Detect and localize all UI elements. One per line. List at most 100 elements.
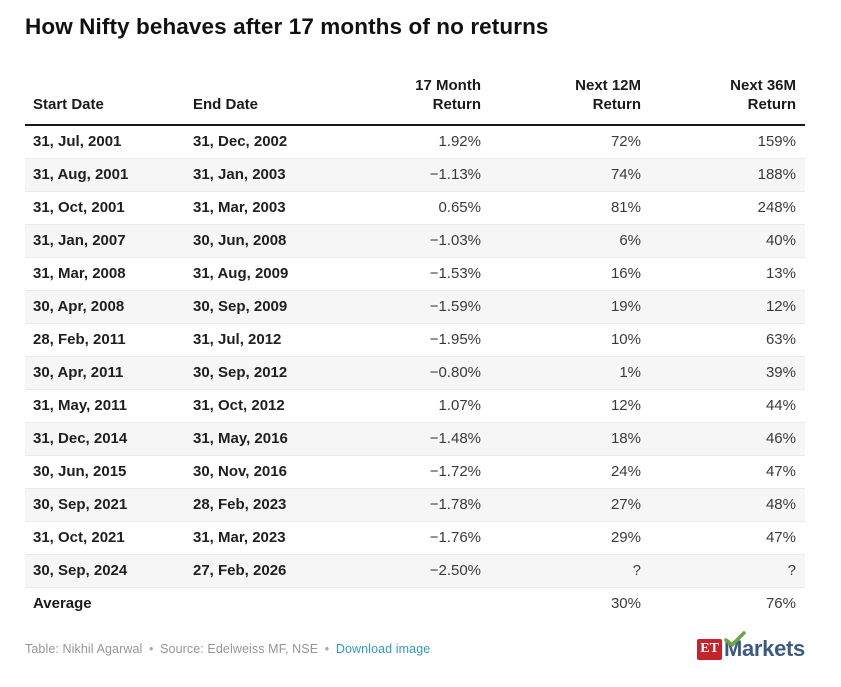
end-date-cell: 31, Mar, 2003 <box>185 191 330 225</box>
separator-dot: • <box>324 642 333 656</box>
return-17m-cell: −1.78% <box>330 488 490 522</box>
next-36m-cell: 47% <box>650 521 805 555</box>
start-date-cell: 30, Sep, 2024 <box>25 554 185 588</box>
next-12m-cell: 12% <box>490 389 650 423</box>
etmarkets-logo: ET Markets <box>697 631 805 662</box>
start-date-cell: 31, Aug, 2001 <box>25 158 185 192</box>
return-17m-cell: −1.95% <box>330 323 490 357</box>
table-row: 30, Sep, 2024 27, Feb, 2026 −2.50% ? ? <box>25 554 805 588</box>
table-body: 31, Jul, 2001 31, Dec, 2002 1.92% 72% 15… <box>25 125 805 588</box>
download-image-link[interactable]: Download image <box>335 642 431 656</box>
markets-logo-text: Markets <box>724 631 805 662</box>
table-row: 31, Aug, 2001 31, Jan, 2003 −1.13% 74% 1… <box>25 158 805 192</box>
return-17m-cell: −1.48% <box>330 422 490 456</box>
source-credit: Source: Edelweiss MF, NSE <box>160 642 319 656</box>
next-36m-cell: 46% <box>650 422 805 456</box>
next-12m-cell: 18% <box>490 422 650 456</box>
average-next-12m-cell: 30% <box>610 595 641 612</box>
return-17m-cell: 1.92% <box>330 125 490 159</box>
next-36m-cell: 12% <box>650 290 805 324</box>
return-17m-cell: −1.03% <box>330 224 490 258</box>
next-12m-cell: 16% <box>490 257 650 291</box>
start-date-cell: 30, Apr, 2011 <box>25 356 185 390</box>
credit-line: Table: Nikhil Agarwal • Source: Edelweis… <box>25 642 430 656</box>
col-header-next-36m-return: Next 36M Return <box>650 76 805 126</box>
end-date-cell: 28, Feb, 2023 <box>185 488 330 522</box>
start-date-cell: 31, Oct, 2021 <box>25 521 185 555</box>
table-row: 30, Apr, 2011 30, Sep, 2012 −0.80% 1% 39… <box>25 356 805 390</box>
et-logo-box: ET <box>697 638 722 660</box>
next-36m-cell: 48% <box>650 488 805 522</box>
footer: Table: Nikhil Agarwal • Source: Edelweis… <box>25 631 805 662</box>
end-date-cell: 31, Jan, 2003 <box>185 158 330 192</box>
start-date-cell: 31, Mar, 2008 <box>25 257 185 291</box>
next-36m-cell: 159% <box>650 125 805 159</box>
next-12m-cell: 10% <box>490 323 650 357</box>
next-36m-cell: ? <box>650 554 805 588</box>
table-credit: Table: Nikhil Agarwal <box>25 642 143 656</box>
start-date-cell: 31, May, 2011 <box>25 389 185 423</box>
next-12m-cell: 19% <box>490 290 650 324</box>
return-17m-cell: −1.72% <box>330 455 490 489</box>
next-36m-cell: 39% <box>650 356 805 390</box>
table-row: 31, Oct, 2001 31, Mar, 2003 0.65% 81% 24… <box>25 191 805 225</box>
average-body: Average 30% 76% <box>25 588 805 621</box>
return-17m-cell: 0.65% <box>330 191 490 225</box>
next-36m-cell: 47% <box>650 455 805 489</box>
col-header-start-date-label: Start Date <box>33 96 104 113</box>
table-row: 30, Sep, 2021 28, Feb, 2023 −1.78% 27% 4… <box>25 488 805 522</box>
table-row: 31, Jul, 2001 31, Dec, 2002 1.92% 72% 15… <box>25 125 805 159</box>
next-36m-cell: 40% <box>650 224 805 258</box>
average-next-36m-cell: 76% <box>765 595 796 612</box>
table-row: 28, Feb, 2011 31, Jul, 2012 −1.95% 10% 6… <box>25 323 805 357</box>
next-36m-cell: 44% <box>650 389 805 423</box>
end-date-cell: 31, Jul, 2012 <box>185 323 330 357</box>
start-date-cell: 28, Feb, 2011 <box>25 323 185 357</box>
return-17m-cell: −1.59% <box>330 290 490 324</box>
start-date-cell: 31, Dec, 2014 <box>25 422 185 456</box>
next-36m-cell: 13% <box>650 257 805 291</box>
table-row: 30, Apr, 2008 30, Sep, 2009 −1.59% 19% 1… <box>25 290 805 324</box>
table-row: 31, May, 2011 31, Oct, 2012 1.07% 12% 44… <box>25 389 805 423</box>
table-header: Start Date End Date 17 Month Return Next… <box>25 76 805 126</box>
return-17m-cell: −1.13% <box>330 158 490 192</box>
start-date-cell: 30, Sep, 2021 <box>25 488 185 522</box>
next-12m-cell: 6% <box>490 224 650 258</box>
next-36m-cell: 248% <box>650 191 805 225</box>
start-date-cell: 30, Apr, 2008 <box>25 290 185 324</box>
start-date-cell: 30, Jun, 2015 <box>25 455 185 489</box>
return-17m-cell: −1.53% <box>330 257 490 291</box>
end-date-cell: 30, Sep, 2009 <box>185 290 330 324</box>
return-17m-cell: −2.50% <box>330 554 490 588</box>
table-row: 31, Mar, 2008 31, Aug, 2009 −1.53% 16% 1… <box>25 257 805 291</box>
col-header-end-date: End Date <box>185 76 330 126</box>
return-17m-cell: −1.76% <box>330 521 490 555</box>
table-row: 30, Jun, 2015 30, Nov, 2016 −1.72% 24% 4… <box>25 455 805 489</box>
end-date-cell: 31, Dec, 2002 <box>185 125 330 159</box>
col-header-start-date: Start Date <box>25 76 185 126</box>
start-date-cell: 31, Jul, 2001 <box>25 125 185 159</box>
chart-title: How Nifty behaves after 17 months of no … <box>25 14 549 39</box>
return-17m-cell: 1.07% <box>330 389 490 423</box>
table-row: 31, Jan, 2007 30, Jun, 2008 −1.03% 6% 40… <box>25 224 805 258</box>
end-date-cell: 30, Nov, 2016 <box>185 455 330 489</box>
next-12m-cell: 29% <box>490 521 650 555</box>
next-36m-cell: 188% <box>650 158 805 192</box>
start-date-cell: 31, Jan, 2007 <box>25 224 185 258</box>
table-row: 31, Dec, 2014 31, May, 2016 −1.48% 18% 4… <box>25 422 805 456</box>
next-12m-cell: 74% <box>490 158 650 192</box>
start-date-cell: 31, Oct, 2001 <box>25 191 185 225</box>
end-date-cell: 30, Sep, 2012 <box>185 356 330 390</box>
average-end-date-cell <box>185 588 330 621</box>
end-date-cell: 31, Mar, 2023 <box>185 521 330 555</box>
next-12m-cell: ? <box>490 554 650 588</box>
average-label: Average <box>33 595 92 612</box>
next-36m-cell: 63% <box>650 323 805 357</box>
next-12m-cell: 72% <box>490 125 650 159</box>
next-12m-cell: 24% <box>490 455 650 489</box>
col-header-end-date-label: End Date <box>193 96 259 113</box>
average-row: Average 30% 76% <box>25 588 805 621</box>
end-date-cell: 31, May, 2016 <box>185 422 330 456</box>
end-date-cell: 27, Feb, 2026 <box>185 554 330 588</box>
nifty-returns-table: Start Date End Date 17 Month Return Next… <box>25 76 805 620</box>
